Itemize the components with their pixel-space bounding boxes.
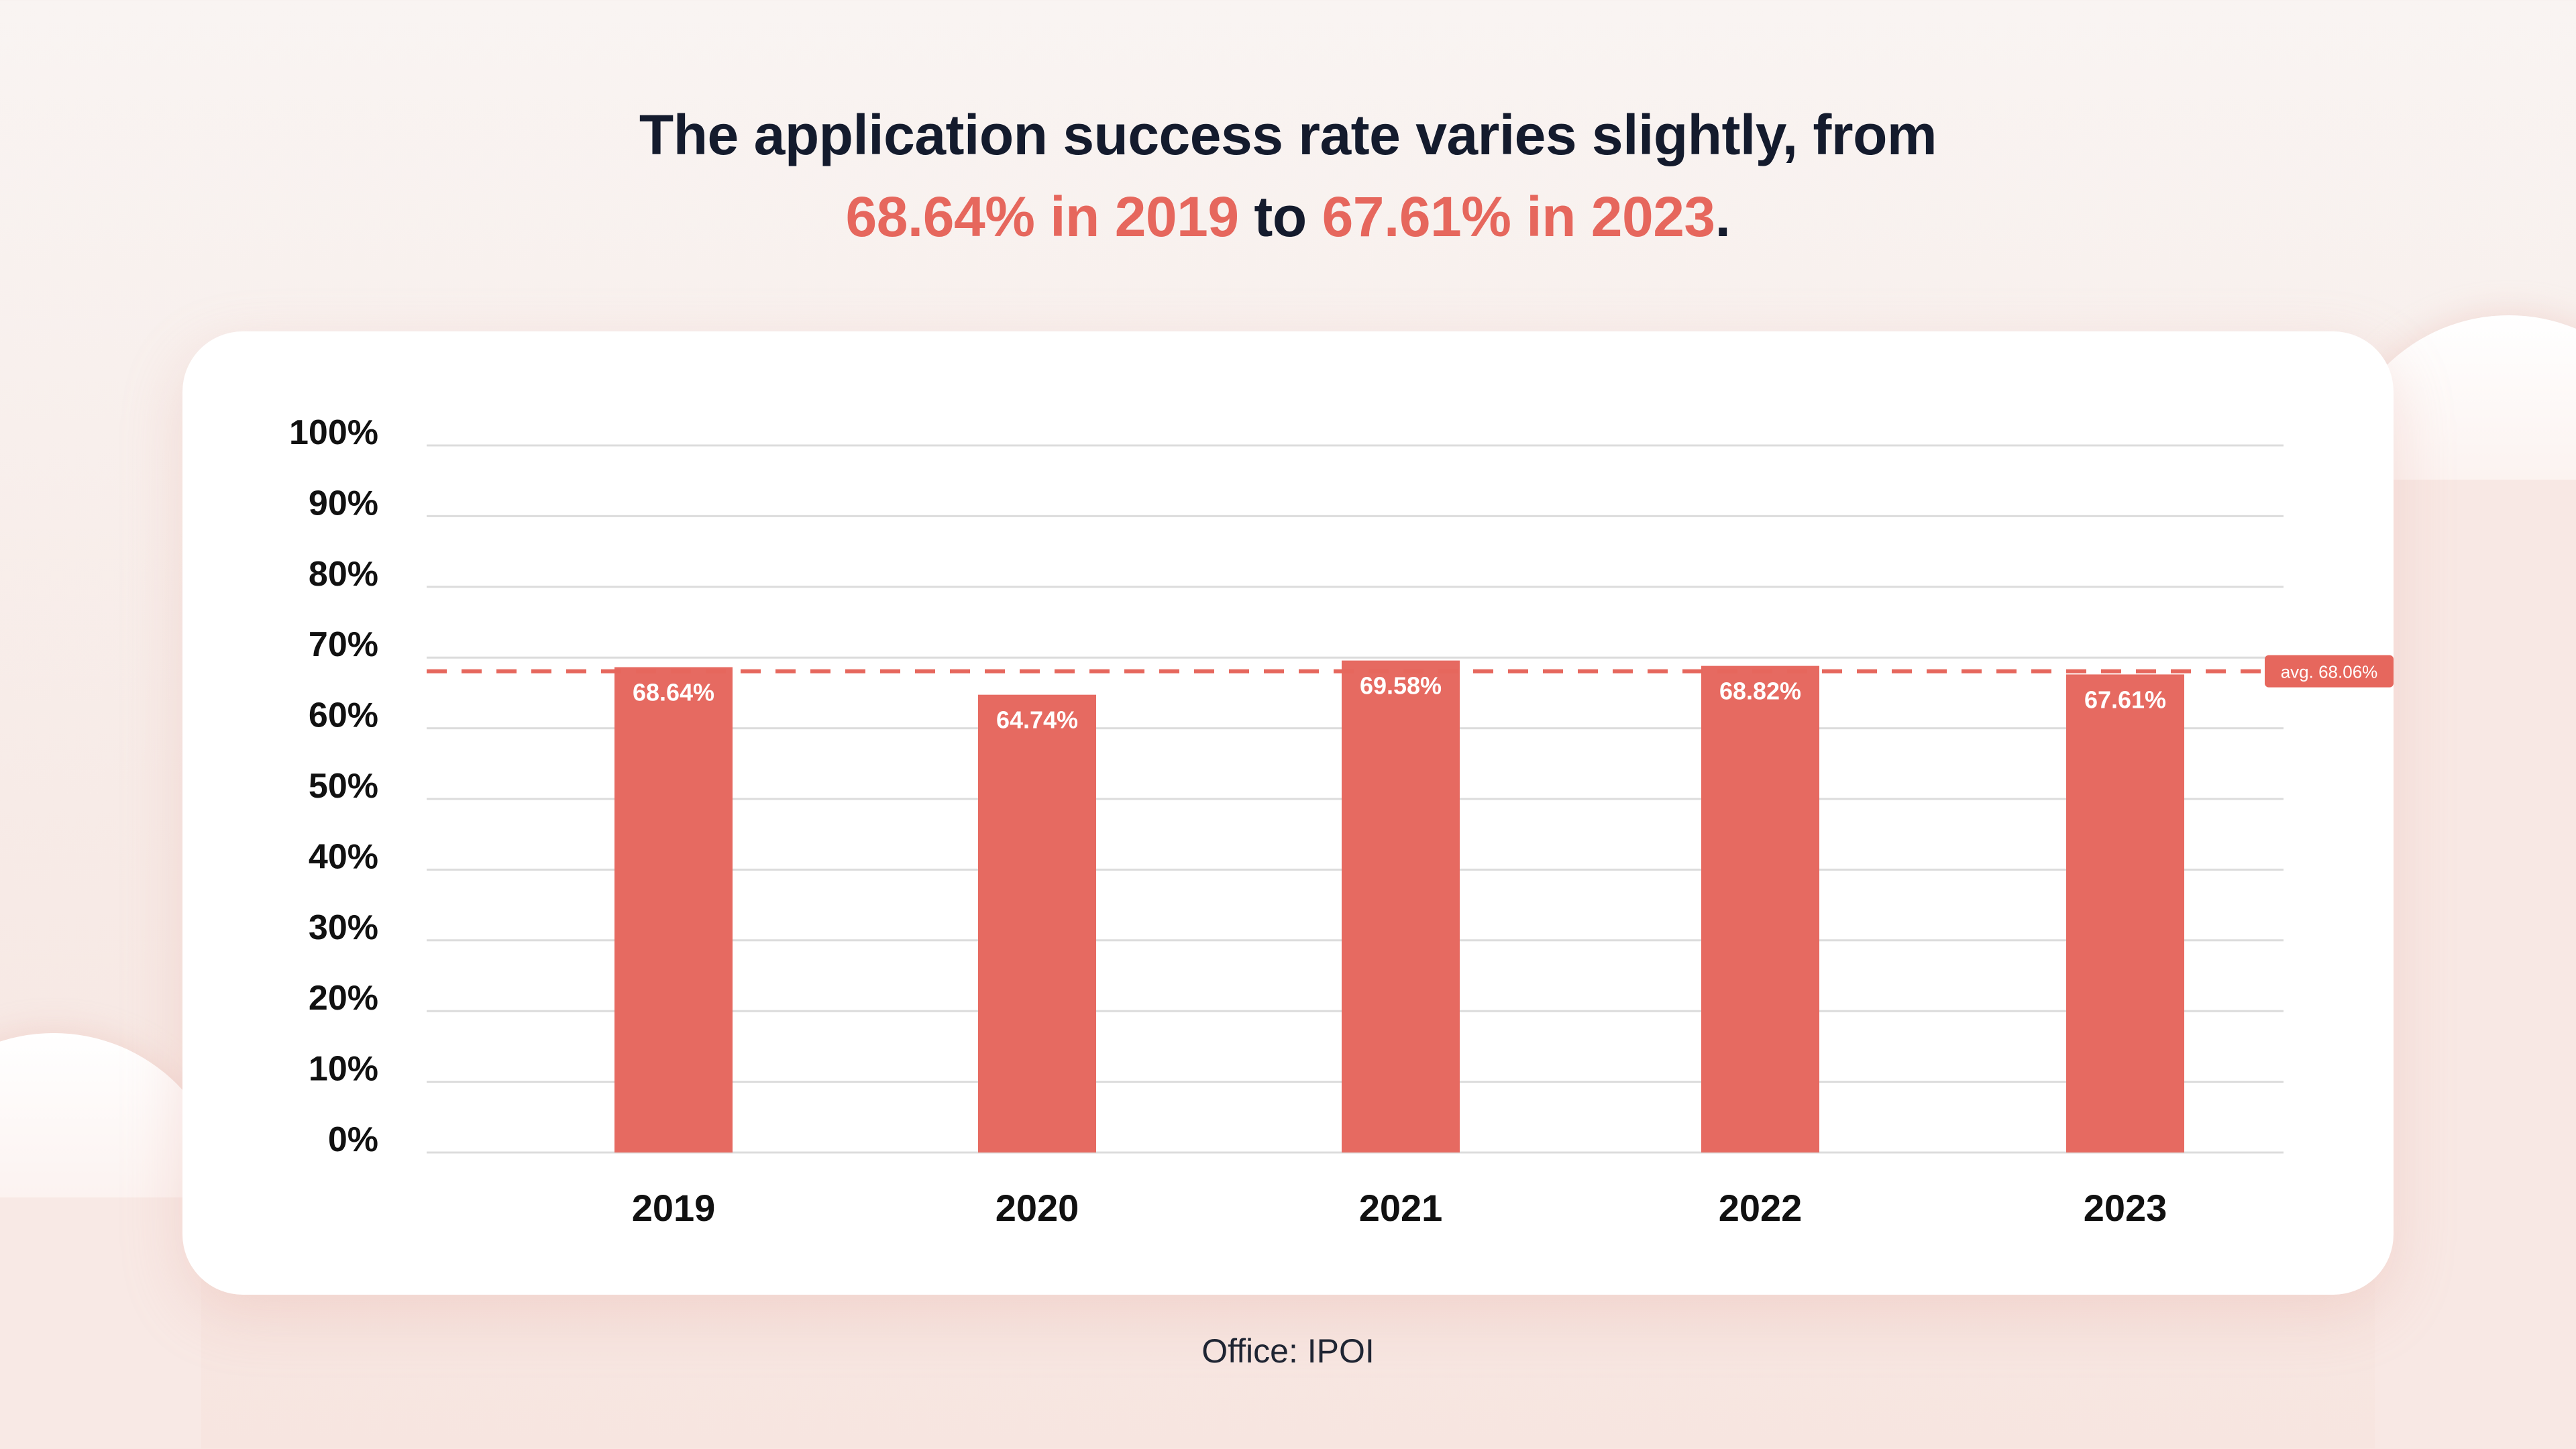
bar-2019 bbox=[614, 667, 733, 1152]
average-label: avg. 68.06% bbox=[2281, 662, 2378, 682]
y-tick-label-40: 40% bbox=[309, 837, 378, 876]
title-connector: to bbox=[1254, 185, 1307, 248]
data-label-2023: 67.61% bbox=[2084, 686, 2166, 713]
title-end-punct: . bbox=[1715, 185, 1731, 248]
y-tick-label-30: 30% bbox=[309, 908, 378, 947]
bar-2021 bbox=[1342, 660, 1460, 1152]
x-tick-label-2020: 2020 bbox=[996, 1187, 1079, 1229]
data-label-2020: 64.74% bbox=[996, 706, 1078, 734]
bar-2023 bbox=[2066, 674, 2184, 1152]
title-start-value: 68.64% in 2019 bbox=[845, 185, 1239, 248]
bar-2022 bbox=[1701, 665, 1819, 1152]
x-axis-labels: 2019 2020 2021 2022 2023 bbox=[632, 1187, 2167, 1229]
data-label-2021: 69.58% bbox=[1360, 672, 1442, 700]
title-line-1: The application success rate varies slig… bbox=[639, 103, 1937, 166]
title-end-value: 67.61% in 2023 bbox=[1322, 185, 1716, 248]
data-label-2022: 68.82% bbox=[1719, 678, 1801, 705]
y-axis-labels: 0% 10% 20% 30% 40% 50% 60% 70% 80% 90% 100% bbox=[289, 413, 378, 1159]
y-tick-label-10: 10% bbox=[309, 1050, 378, 1089]
background-band-right bbox=[2375, 480, 2576, 1449]
average-line-group: avg. 68.06% bbox=[427, 655, 2394, 688]
y-tick-label-80: 80% bbox=[309, 555, 378, 594]
bar-2020 bbox=[978, 694, 1096, 1152]
bars: 68.64% 64.74% 69.58% 68.82% 67.61% bbox=[614, 660, 2184, 1152]
x-tick-label-2019: 2019 bbox=[632, 1187, 716, 1229]
y-tick-label-60: 60% bbox=[309, 696, 378, 735]
title-line-2: 68.64% in 2019 to 67.61% in 2023. bbox=[0, 176, 2576, 258]
source-note: Office: IPOI bbox=[1201, 1332, 1375, 1370]
y-tick-label-20: 20% bbox=[309, 979, 378, 1018]
background-band-left bbox=[0, 1197, 201, 1449]
data-label-2019: 68.64% bbox=[633, 679, 714, 706]
y-tick-label-90: 90% bbox=[309, 484, 378, 523]
average-badge bbox=[2265, 655, 2394, 688]
y-tick-label-70: 70% bbox=[309, 625, 378, 664]
y-tick-label-50: 50% bbox=[309, 767, 378, 806]
x-tick-label-2021: 2021 bbox=[1359, 1187, 1443, 1229]
x-tick-label-2022: 2022 bbox=[1719, 1187, 1803, 1229]
y-tick-label-100: 100% bbox=[289, 413, 378, 452]
chart-title: The application success rate varies slig… bbox=[0, 94, 2576, 258]
chart-card: 0% 10% 20% 30% 40% 50% 60% 70% 80% 90% 100% 68.64%… bbox=[182, 331, 2394, 1295]
bar-chart: 0% 10% 20% 30% 40% 50% 60% 70% 80% 90% 100% 68.64%… bbox=[289, 413, 2394, 1229]
y-tick-label-0: 0% bbox=[328, 1120, 378, 1159]
x-tick-label-2023: 2023 bbox=[2084, 1187, 2167, 1229]
